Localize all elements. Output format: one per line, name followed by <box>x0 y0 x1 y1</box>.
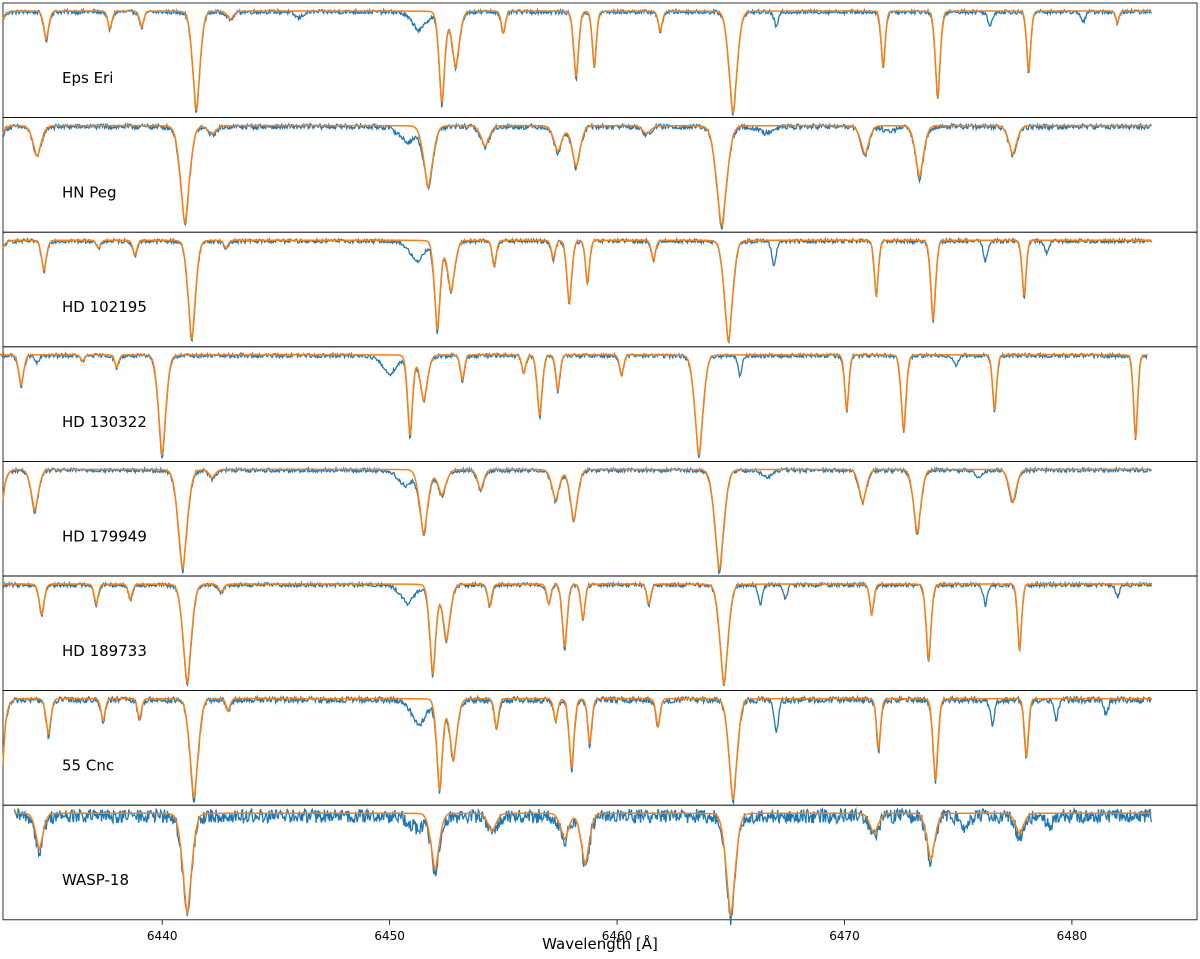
spectrum-panel: HD 130322 <box>0 346 1198 462</box>
model-spectrum-line <box>3 583 1152 686</box>
observed-spectrum-line <box>13 806 1153 926</box>
x-tick-label: 6440 <box>147 929 178 943</box>
panel-star-label: WASP-18 <box>62 871 129 889</box>
x-tick-label: 6470 <box>829 929 860 943</box>
panel-frame <box>2 2 1198 118</box>
model-spectrum-line <box>2 468 1152 572</box>
panel-star-label: HN Peg <box>62 184 117 202</box>
model-spectrum-line <box>0 354 1147 457</box>
x-tick-label: 6480 <box>1057 929 1088 943</box>
model-spectrum-line <box>2 124 1152 228</box>
x-tick-label: 6450 <box>374 929 405 943</box>
model-spectrum-line <box>14 812 1152 916</box>
panel-star-label: HD 102195 <box>62 298 147 316</box>
panel-star-label: HD 189733 <box>62 642 147 660</box>
panel-frame <box>2 460 1198 577</box>
spectrum-panel: WASP-18 <box>2 804 1198 926</box>
model-spectrum-line <box>2 10 1152 114</box>
panel-frame <box>2 346 1198 462</box>
spectrum-panel: HD 102195 <box>2 231 1198 348</box>
spectrum-panel: 55 Cnc <box>2 690 1198 806</box>
spectrum-panel: HN Peg <box>2 117 1198 233</box>
panel-frame <box>2 690 1198 806</box>
observed-spectrum-line <box>0 351 1148 460</box>
model-spectrum-line <box>2 239 1152 342</box>
model-spectrum-line <box>2 697 1152 801</box>
panel-star-label: 55 Cnc <box>62 757 114 775</box>
x-tick-label: 6460 <box>602 929 633 943</box>
spectrum-panel: Eps Eri <box>2 2 1198 118</box>
panel-star-label: HD 130322 <box>62 413 147 431</box>
observed-spectrum-line <box>2 465 1153 575</box>
panel-frame <box>2 117 1198 233</box>
observed-spectrum-line <box>2 236 1153 345</box>
panel-star-label: HD 179949 <box>62 527 147 545</box>
panels: Eps Eri HN Peg HD 102195 HD 130322 HD 179949… <box>0 2 1198 926</box>
spectrum-panel: HD 179949 <box>2 460 1198 577</box>
x-axis-label: Wavelength [Å] <box>542 934 658 953</box>
observed-spectrum-line <box>2 694 1153 805</box>
panel-star-label: Eps Eri <box>62 69 113 87</box>
spectrum-panel: HD 189733 <box>2 575 1198 691</box>
x-axis: 6440 6450 6460 6470 6480 <box>147 919 1088 943</box>
observed-spectrum-line <box>2 580 1153 688</box>
panel-frame <box>2 804 1198 921</box>
